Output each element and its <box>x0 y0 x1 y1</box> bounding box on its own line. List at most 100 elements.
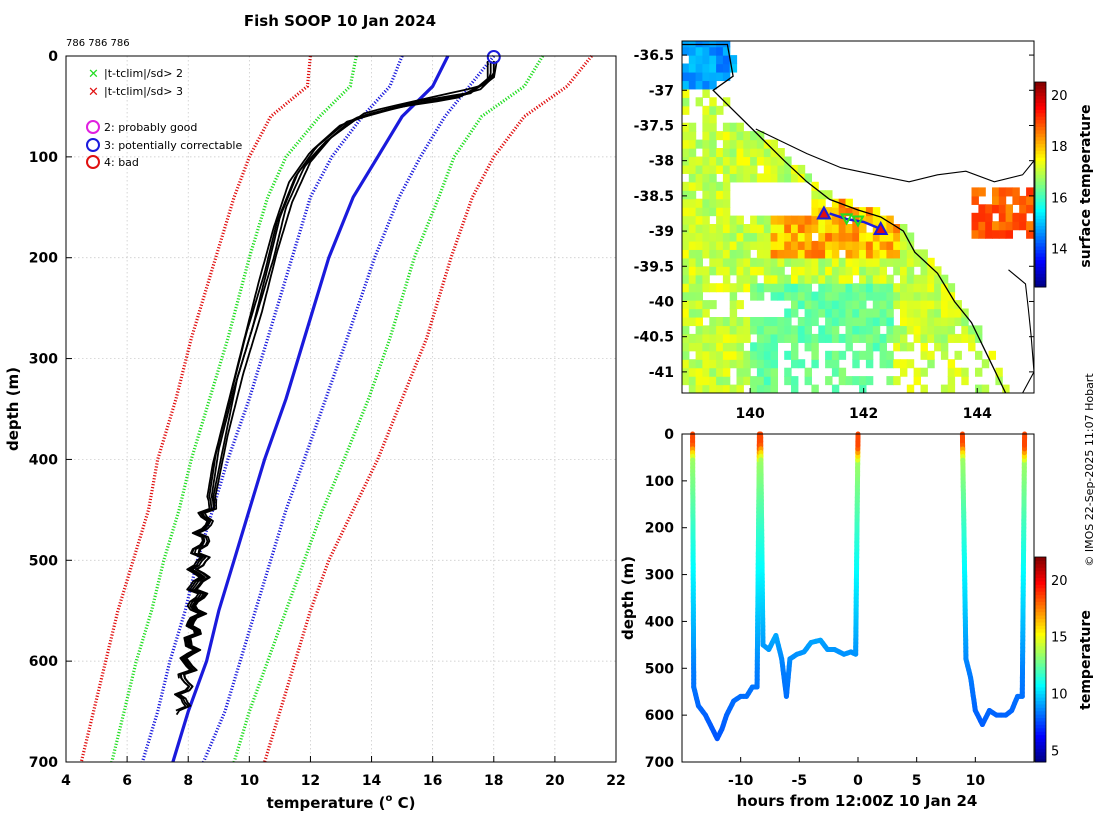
sst-cell <box>845 266 853 276</box>
sst-cell <box>1002 384 1010 393</box>
sst-cell <box>879 350 888 360</box>
sst-cell <box>961 317 969 327</box>
sst-cell <box>682 359 690 369</box>
sst-cell <box>709 359 717 369</box>
sst-cell <box>756 232 765 242</box>
sst-cell <box>879 266 888 276</box>
sst-cell <box>791 224 799 234</box>
sst-cell <box>736 317 744 327</box>
sst-cell <box>886 317 894 327</box>
sst-cell <box>722 359 731 369</box>
sst-cell <box>859 232 867 242</box>
sst-cell <box>852 350 860 360</box>
tick-label-x: 4 <box>61 773 71 789</box>
ship-track <box>816 205 889 235</box>
sst-cell <box>831 232 840 242</box>
sst-cell <box>722 72 731 82</box>
sst-cell <box>831 224 840 234</box>
sst-cell <box>818 333 826 343</box>
sst-cell <box>859 308 867 318</box>
sst-cell <box>1012 212 1020 222</box>
sst-cell <box>709 376 717 386</box>
sst-cell <box>688 80 697 90</box>
sst-cell <box>838 215 847 225</box>
sst-cell <box>906 266 915 276</box>
sst-cell <box>998 221 1007 231</box>
figure-title: Fish SOOP 10 Jan 2024 <box>244 12 436 30</box>
sst-cell <box>777 224 785 234</box>
sst-cell <box>968 342 976 352</box>
sst-cell <box>702 80 710 90</box>
sst-cell <box>756 215 765 225</box>
sst-cell <box>695 72 704 82</box>
sst-cell <box>695 97 704 107</box>
sst-cell <box>804 232 813 242</box>
sst-cell <box>688 122 697 132</box>
sst-cell <box>716 249 724 259</box>
sst-cell <box>688 181 697 191</box>
sst-cell <box>831 300 840 310</box>
sst-cell <box>756 384 765 393</box>
sst-cell <box>763 215 772 225</box>
sst-cell <box>682 46 690 56</box>
section-colorbar-step <box>1035 700 1046 705</box>
sst-cell <box>736 367 744 377</box>
sst-cell <box>716 384 724 393</box>
sst-cell <box>859 283 867 293</box>
sst-cell <box>920 274 928 284</box>
sst-cell <box>763 283 772 293</box>
sst-cell <box>804 308 813 318</box>
sst-cell <box>682 72 690 82</box>
sst-cell <box>940 325 949 335</box>
sst-cell <box>865 308 874 318</box>
sst-cell <box>716 376 724 386</box>
sst-cell <box>688 333 697 343</box>
legend-marker-green-icon: ✕ <box>88 67 99 82</box>
map-colorbar-step <box>1035 136 1046 141</box>
sst-cell <box>750 291 758 301</box>
sst-cell <box>797 359 806 369</box>
map-colorbar-tick-label: 18 <box>1051 140 1068 155</box>
sst-cell <box>702 300 710 310</box>
sst-cell <box>825 333 833 343</box>
map-colorbar-step <box>1035 92 1046 97</box>
sst-cell <box>886 232 894 242</box>
sst-cell <box>709 156 717 166</box>
section-colorbar-step <box>1035 656 1046 660</box>
sst-cell <box>865 215 874 225</box>
sst-cell <box>811 274 819 284</box>
section-colorbar-step <box>1035 557 1046 561</box>
sst-cell <box>831 274 840 284</box>
sst-cell <box>702 114 710 124</box>
sst-cell <box>872 325 881 335</box>
sst-cell <box>852 232 860 242</box>
sst-cell <box>818 190 826 200</box>
drop-marker-icon <box>839 213 854 226</box>
sst-cell <box>811 317 819 327</box>
sst-cell <box>825 291 833 301</box>
sst-cell <box>804 215 813 225</box>
sst-cell <box>722 156 731 166</box>
sst-cell <box>900 266 908 276</box>
sst-cell <box>750 257 758 267</box>
sst-cell <box>831 283 840 293</box>
section-drop-lines <box>690 431 1028 742</box>
tick-label-y: 400 <box>29 452 58 468</box>
sst-cell <box>804 283 813 293</box>
sst-cell <box>722 342 731 352</box>
sst-cell <box>913 317 922 327</box>
profile-plot-area <box>66 56 616 762</box>
sst-cell <box>743 376 751 386</box>
sst-cell <box>688 342 697 352</box>
sst-cell <box>716 198 724 208</box>
section-colorbar-step <box>1035 683 1046 688</box>
sst-cell <box>811 207 819 217</box>
sst-cell <box>682 342 690 352</box>
sst-cell <box>729 148 738 158</box>
sst-cell <box>978 221 986 231</box>
sst-cell <box>688 190 697 200</box>
sst-cell <box>791 274 799 284</box>
sst-cell <box>859 249 867 259</box>
sst-cell <box>791 291 799 301</box>
sst-cell <box>872 266 881 276</box>
